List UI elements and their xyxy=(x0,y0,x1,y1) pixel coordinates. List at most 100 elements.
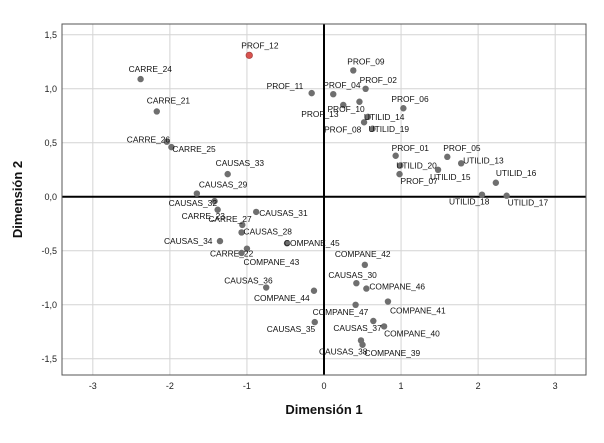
point-label-compane-45: COMPANE_45 xyxy=(284,238,340,248)
data-point-carre-23 xyxy=(214,206,221,213)
data-point-prof-01 xyxy=(392,152,399,159)
data-point-causas-35 xyxy=(311,318,318,326)
point-label-prof-11: PROF_11 xyxy=(267,81,304,91)
data-point-utilid-20 xyxy=(397,162,404,169)
point-label-compane-47: COMPANE_47 xyxy=(313,307,369,317)
point-label-prof-07: PROF_07 xyxy=(401,176,439,186)
data-point-carre-24 xyxy=(137,75,144,83)
data-point-causas-34 xyxy=(216,237,224,245)
point-label-utilid-20: UTILID_20 xyxy=(396,160,437,170)
point-label-utilid-19: UTILID_19 xyxy=(369,124,410,134)
data-point-prof-11 xyxy=(308,89,315,97)
point-label-prof-10: PROF_10 xyxy=(327,104,365,114)
data-point-carre-27 xyxy=(239,221,246,229)
point-label-utilid-18: UTILID_18 xyxy=(449,197,490,207)
y-axis-title: Dimensión 2 xyxy=(10,161,25,238)
y-tick-label: 0,5 xyxy=(44,138,57,148)
data-point-prof-05 xyxy=(444,153,451,161)
y-tick-label: 1,5 xyxy=(44,30,57,40)
data-point-causas-32 xyxy=(211,197,218,205)
data-point-compane-45 xyxy=(283,240,291,247)
point-label-compane-43: COMPANE_43 xyxy=(244,257,300,267)
point-label-compane-39: COMPANE_39 xyxy=(365,348,421,358)
data-point-carre-21 xyxy=(153,108,160,115)
data-point-compane-40 xyxy=(380,323,388,330)
data-point-causas-33 xyxy=(224,170,231,178)
x-tick-label: 3 xyxy=(553,381,558,391)
point-label-causas-35: CAUSAS_35 xyxy=(267,324,316,334)
data-point-carre-25 xyxy=(168,143,175,151)
point-label-utilid-16: UTILID_16 xyxy=(496,168,537,178)
x-tick-label: 1 xyxy=(399,381,404,391)
y-tick-label: 0,0 xyxy=(44,192,57,202)
point-label-prof-09: PROF_09 xyxy=(347,56,385,66)
point-label-causas-38: CAUSAS_38 xyxy=(319,346,368,356)
tick-labels: -3 -2 -1 0 1 2 3 -1,5 -1,0 -0,5 0,0 0,5 1,0 1,5 xyxy=(41,30,557,391)
data-point-prof-06 xyxy=(400,105,407,112)
data-points xyxy=(137,51,510,348)
point-label-compane-40: COMPANE_40 xyxy=(384,328,440,338)
data-point-carre-26 xyxy=(163,138,170,145)
point-label-compane-41: COMPANE_41 xyxy=(390,306,446,316)
point-label-prof-08: PROF_08 xyxy=(324,124,362,134)
point-label-prof-12: PROF_12 xyxy=(241,40,279,50)
point-label-causas-28: CAUSAS_28 xyxy=(244,226,293,236)
point-label-compane-42: COMPANE_42 xyxy=(335,249,391,259)
x-tick-label: 2 xyxy=(476,381,481,391)
data-point-causas-37 xyxy=(370,317,377,325)
y-tick-label: 1,0 xyxy=(44,84,57,94)
point-label-prof-02: PROF_02 xyxy=(360,75,398,85)
point-label-prof-01: PROF_01 xyxy=(392,143,430,153)
data-point-compane-47 xyxy=(352,301,359,308)
data-point-causas-31 xyxy=(252,208,260,216)
zero-lines xyxy=(62,24,586,375)
point-label-carre-21: CARRE_21 xyxy=(147,95,191,105)
point-label-carre-24: CARRE_24 xyxy=(129,64,173,74)
data-point-compane-41 xyxy=(384,298,392,305)
y-tick-label: -0,5 xyxy=(41,246,57,256)
data-point-utilid-14 xyxy=(364,113,372,121)
point-label-prof-06: PROF_06 xyxy=(391,94,429,104)
point-label-causas-29: CAUSAS_29 xyxy=(199,180,248,190)
data-point-causas-29 xyxy=(193,190,201,197)
data-point-prof-02 xyxy=(362,85,369,93)
data-point-prof-12 xyxy=(245,51,253,59)
data-point-compane-43 xyxy=(238,249,245,257)
data-point-compane-46 xyxy=(363,285,370,292)
point-label-causas-32: CAUSAS_32 xyxy=(169,198,218,208)
point-labels: PROF_12CARRE_24CARRE_21CARRE_26CARRE_25C… xyxy=(127,40,549,357)
point-label-causas-33: CAUSAS_33 xyxy=(216,158,265,168)
point-label-utilid-13: UTILID_13 xyxy=(463,155,504,165)
point-label-compane-46: COMPANE_46 xyxy=(369,282,425,292)
x-tick-label: -3 xyxy=(89,381,97,391)
data-point-utilid-18 xyxy=(478,191,486,198)
point-label-prof-13: PROF_13 xyxy=(301,109,339,119)
data-point-prof-09 xyxy=(350,67,357,74)
data-point-causas-36 xyxy=(263,284,270,291)
data-point-prof-10 xyxy=(356,98,363,105)
data-point-causas-28 xyxy=(238,229,245,236)
point-label-carre-23: CARRE_23 xyxy=(182,211,226,221)
x-tick-label: -2 xyxy=(166,381,174,391)
point-label-compane-44: COMPANE_44 xyxy=(254,293,310,303)
point-label-causas-34: CAUSAS_34 xyxy=(164,236,213,246)
data-point-prof-07 xyxy=(396,170,403,178)
x-axis-title: Dimensión 1 xyxy=(285,402,362,417)
point-label-causas-30: CAUSAS_30 xyxy=(328,270,377,280)
plot-frame xyxy=(61,23,587,376)
point-label-carre-27: CARRE_27 xyxy=(208,214,252,224)
point-label-causas-36: CAUSAS_36 xyxy=(224,276,273,286)
y-tick-label: -1,5 xyxy=(41,354,57,364)
point-label-carre-22: CARRE_22 xyxy=(210,249,254,259)
data-point-utilid-19 xyxy=(369,125,376,132)
data-point-utilid-16 xyxy=(492,179,500,186)
data-point-utilid-17 xyxy=(503,192,510,199)
data-point-causas-30 xyxy=(353,280,360,287)
point-label-causas-31: CAUSAS_31 xyxy=(259,208,308,218)
point-label-utilid-15: UTILID_15 xyxy=(430,172,471,182)
y-tick-label: -1,0 xyxy=(41,300,57,310)
data-point-prof-04 xyxy=(330,91,337,98)
data-point-utilid-15 xyxy=(434,166,442,173)
